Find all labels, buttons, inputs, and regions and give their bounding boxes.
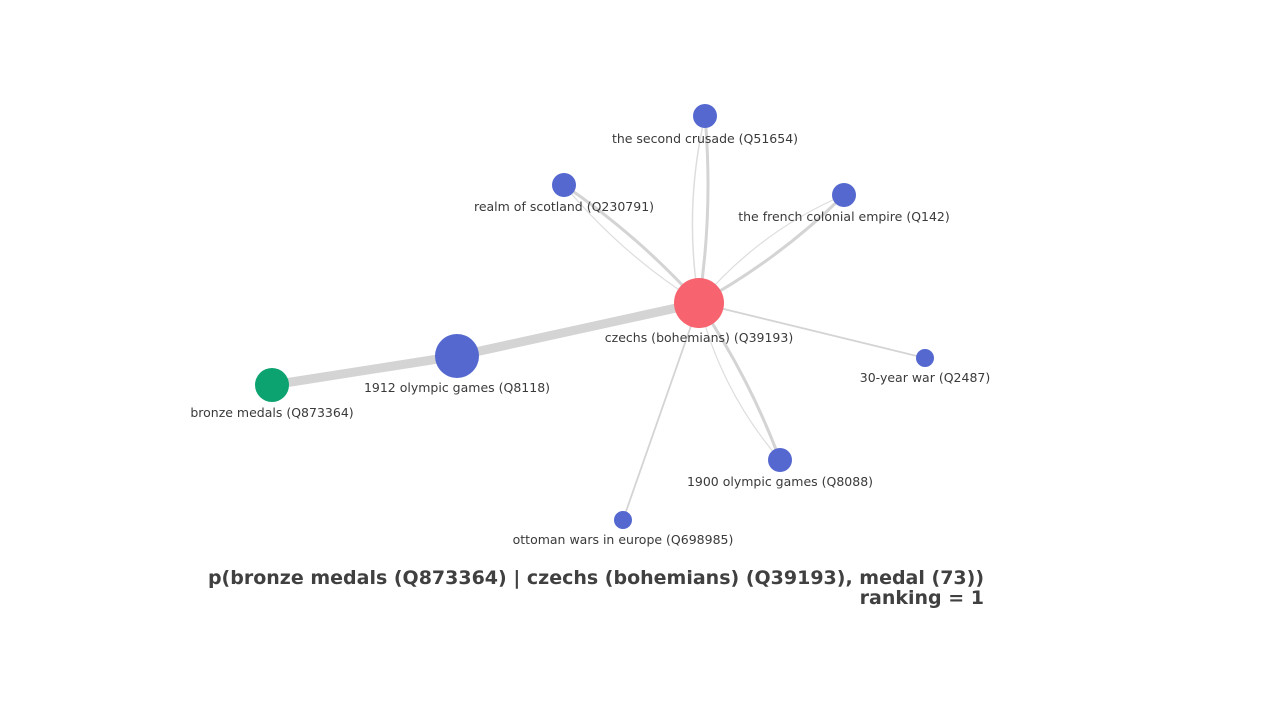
node-crusade[interactable] bbox=[693, 104, 717, 128]
node-label-1912: 1912 olympic games (Q8118) bbox=[364, 380, 550, 395]
nodes-layer bbox=[255, 104, 934, 529]
edges-layer bbox=[267, 114, 926, 521]
ranking-caption: ranking = 1 bbox=[859, 587, 984, 609]
edge-czechs-30year bbox=[698, 302, 926, 359]
edge-czechs-1912 bbox=[452, 298, 704, 361]
edge-1912-bronze bbox=[267, 351, 462, 390]
node-bronze[interactable] bbox=[255, 368, 289, 402]
node-1912[interactable] bbox=[435, 334, 479, 378]
node-label-czechs: czechs (bohemians) (Q39193) bbox=[605, 330, 793, 345]
probability-caption: p(bronze medals (Q873364) | czechs (bohe… bbox=[207, 567, 984, 589]
node-label-crusade: the second crusade (Q51654) bbox=[612, 131, 798, 146]
labels-layer: czechs (bohemians) (Q39193) 1912 olympic … bbox=[190, 131, 990, 547]
node-scotland[interactable] bbox=[552, 173, 576, 197]
node-ottoman[interactable] bbox=[614, 511, 632, 529]
node-label-1900: 1900 olympic games (Q8088) bbox=[687, 474, 873, 489]
node-label-30year: 30-year war (Q2487) bbox=[860, 370, 990, 385]
node-label-scotland: realm of scotland (Q230791) bbox=[474, 199, 654, 214]
edge-czechs-1900 bbox=[697, 301, 782, 462]
node-label-french: the french colonial empire (Q142) bbox=[738, 209, 950, 224]
node-label-bronze: bronze medals (Q873364) bbox=[190, 405, 353, 420]
edge-czechs-ottoman bbox=[622, 302, 700, 521]
node-french[interactable] bbox=[832, 183, 856, 207]
node-czechs[interactable] bbox=[674, 278, 724, 328]
node-30year[interactable] bbox=[916, 349, 934, 367]
node-label-ottoman: ottoman wars in europe (Q698985) bbox=[513, 532, 734, 547]
node-1900[interactable] bbox=[768, 448, 792, 472]
edge-czechs-1900 bbox=[698, 302, 781, 461]
